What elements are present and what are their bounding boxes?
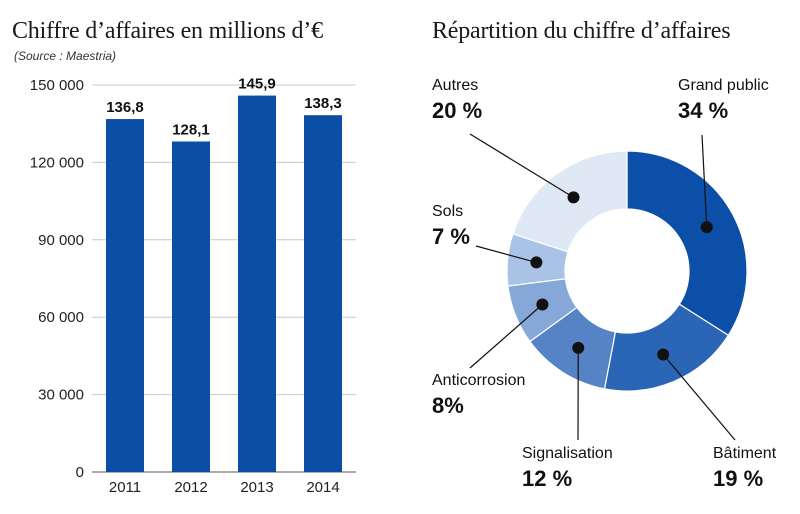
x-tick-label: 2014 (306, 479, 339, 496)
bar-value-label: 138,3 (304, 95, 342, 112)
slice-name-label: Grand public (678, 77, 769, 94)
y-tick-label: 0 (76, 464, 84, 481)
bar-2012 (172, 141, 210, 472)
y-tick-label: 150 000 (30, 77, 84, 94)
bar-chart-source: (Source : Maestria) (14, 49, 117, 63)
slice-percent-label: 8% (432, 393, 464, 418)
leader-line (662, 354, 736, 441)
slice-percent-label: 7 % (432, 224, 470, 249)
bar-value-label: 128,1 (172, 122, 210, 139)
leader-line (469, 133, 574, 198)
slice-name-label: Anticorrosion (432, 372, 525, 389)
slice-name-label: Bâtiment (713, 445, 777, 462)
slice-marker-dot (567, 191, 580, 204)
bar-2013 (238, 95, 276, 472)
slice-marker-dot (536, 298, 549, 311)
y-tick-label: 120 000 (30, 154, 84, 171)
slice-grand-public (626, 150, 748, 337)
slice-marker-dot (700, 221, 713, 234)
leader-line (701, 134, 708, 228)
slice-marker-dot (572, 341, 585, 354)
leader-line (475, 245, 537, 264)
donut-chart-title: Répartition du chiffre d’affaires (432, 18, 731, 44)
bar-chart-title: Chiffre d’affaires en millions d’€ (12, 18, 323, 44)
slice-marker-dot (657, 348, 670, 361)
x-tick-label: 2013 (240, 479, 273, 496)
bar-value-label: 136,8 (106, 99, 144, 116)
bar-value-label: 145,9 (238, 76, 276, 93)
x-tick-label: 2011 (109, 479, 141, 496)
y-tick-label: 60 000 (38, 309, 84, 326)
slice-name-label: Sols (432, 203, 463, 220)
x-tick-label: 2012 (174, 479, 207, 496)
bar-2011 (106, 119, 144, 472)
slice-percent-label: 19 % (713, 466, 763, 491)
y-tick-label: 90 000 (38, 232, 84, 249)
y-tick-label: 30 000 (38, 387, 84, 404)
slice-name-label: Autres (432, 77, 478, 94)
bar-2014 (304, 115, 342, 472)
slice-marker-dot (530, 256, 543, 269)
slice-percent-label: 34 % (678, 98, 728, 123)
leader-line (469, 304, 543, 369)
slice-name-label: Signalisation (522, 445, 613, 462)
slice-percent-label: 12 % (522, 466, 572, 491)
slice-percent-label: 20 % (432, 98, 482, 123)
